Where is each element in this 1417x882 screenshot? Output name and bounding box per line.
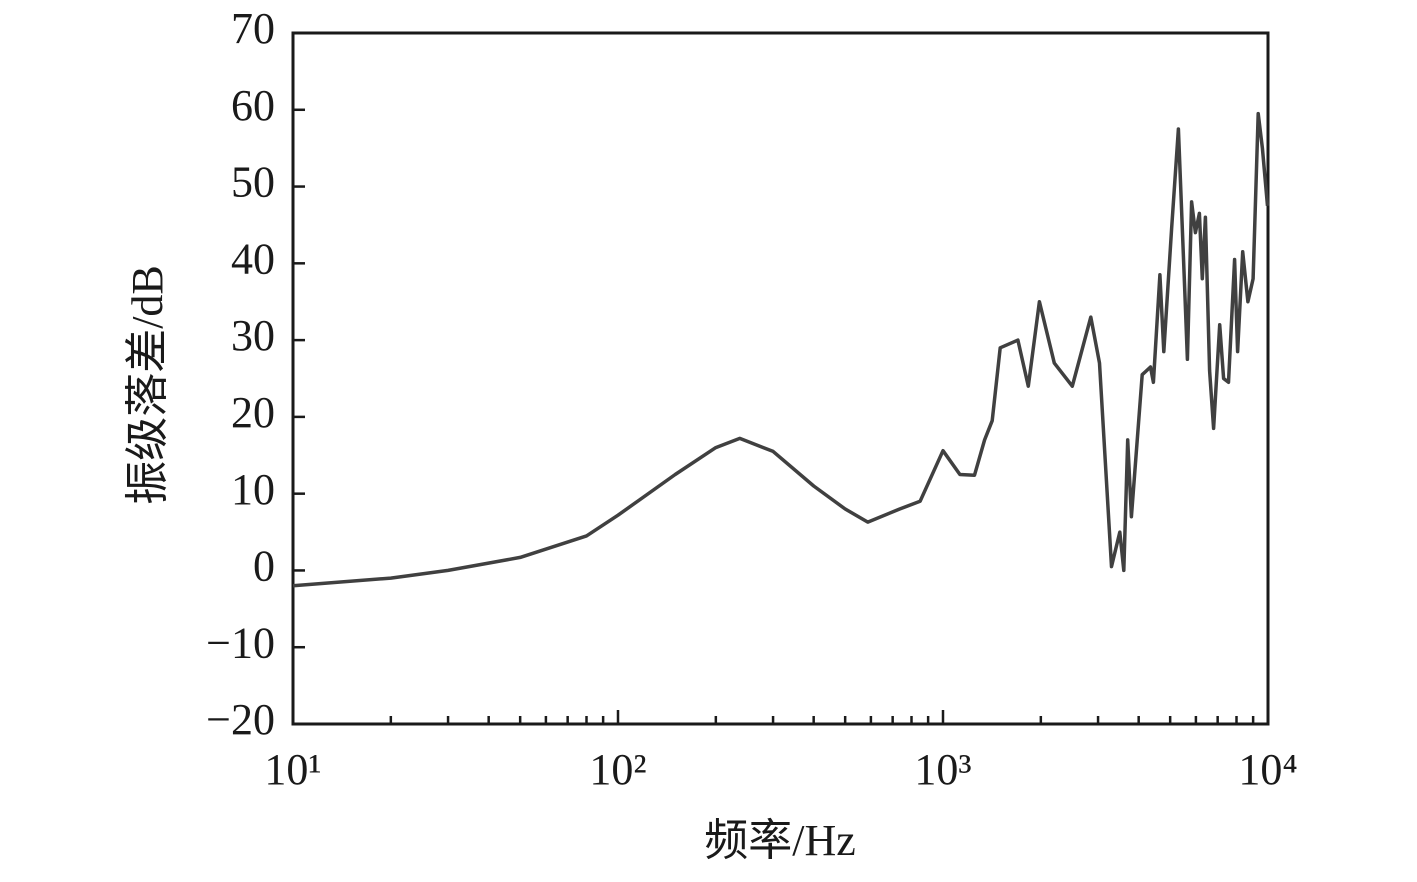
x-tick-label: 10³ — [914, 745, 971, 794]
y-tick-label: 20 — [231, 388, 275, 437]
x-tick-label: 10² — [589, 745, 646, 794]
y-tick-label: 0 — [253, 542, 275, 591]
x-tick-label: 10¹ — [264, 745, 321, 794]
data-line — [292, 111, 1270, 588]
x-tick-label: 10⁴ — [1238, 745, 1297, 794]
y-tick-label: 70 — [231, 4, 275, 53]
y-tick-label: 30 — [231, 311, 275, 360]
y-tick-label: −20 — [206, 695, 275, 744]
y-tick-label: −10 — [206, 618, 275, 667]
plot-frame — [291, 31, 1270, 726]
y-axis-label: 振级落差/dB — [123, 265, 172, 505]
y-tick-label: 50 — [231, 158, 275, 207]
y-tick-label: 10 — [231, 465, 275, 514]
y-tick-label: 40 — [231, 234, 275, 283]
x-axis-label: 频率/Hz — [704, 816, 856, 865]
y-tick-label: 60 — [231, 81, 275, 130]
